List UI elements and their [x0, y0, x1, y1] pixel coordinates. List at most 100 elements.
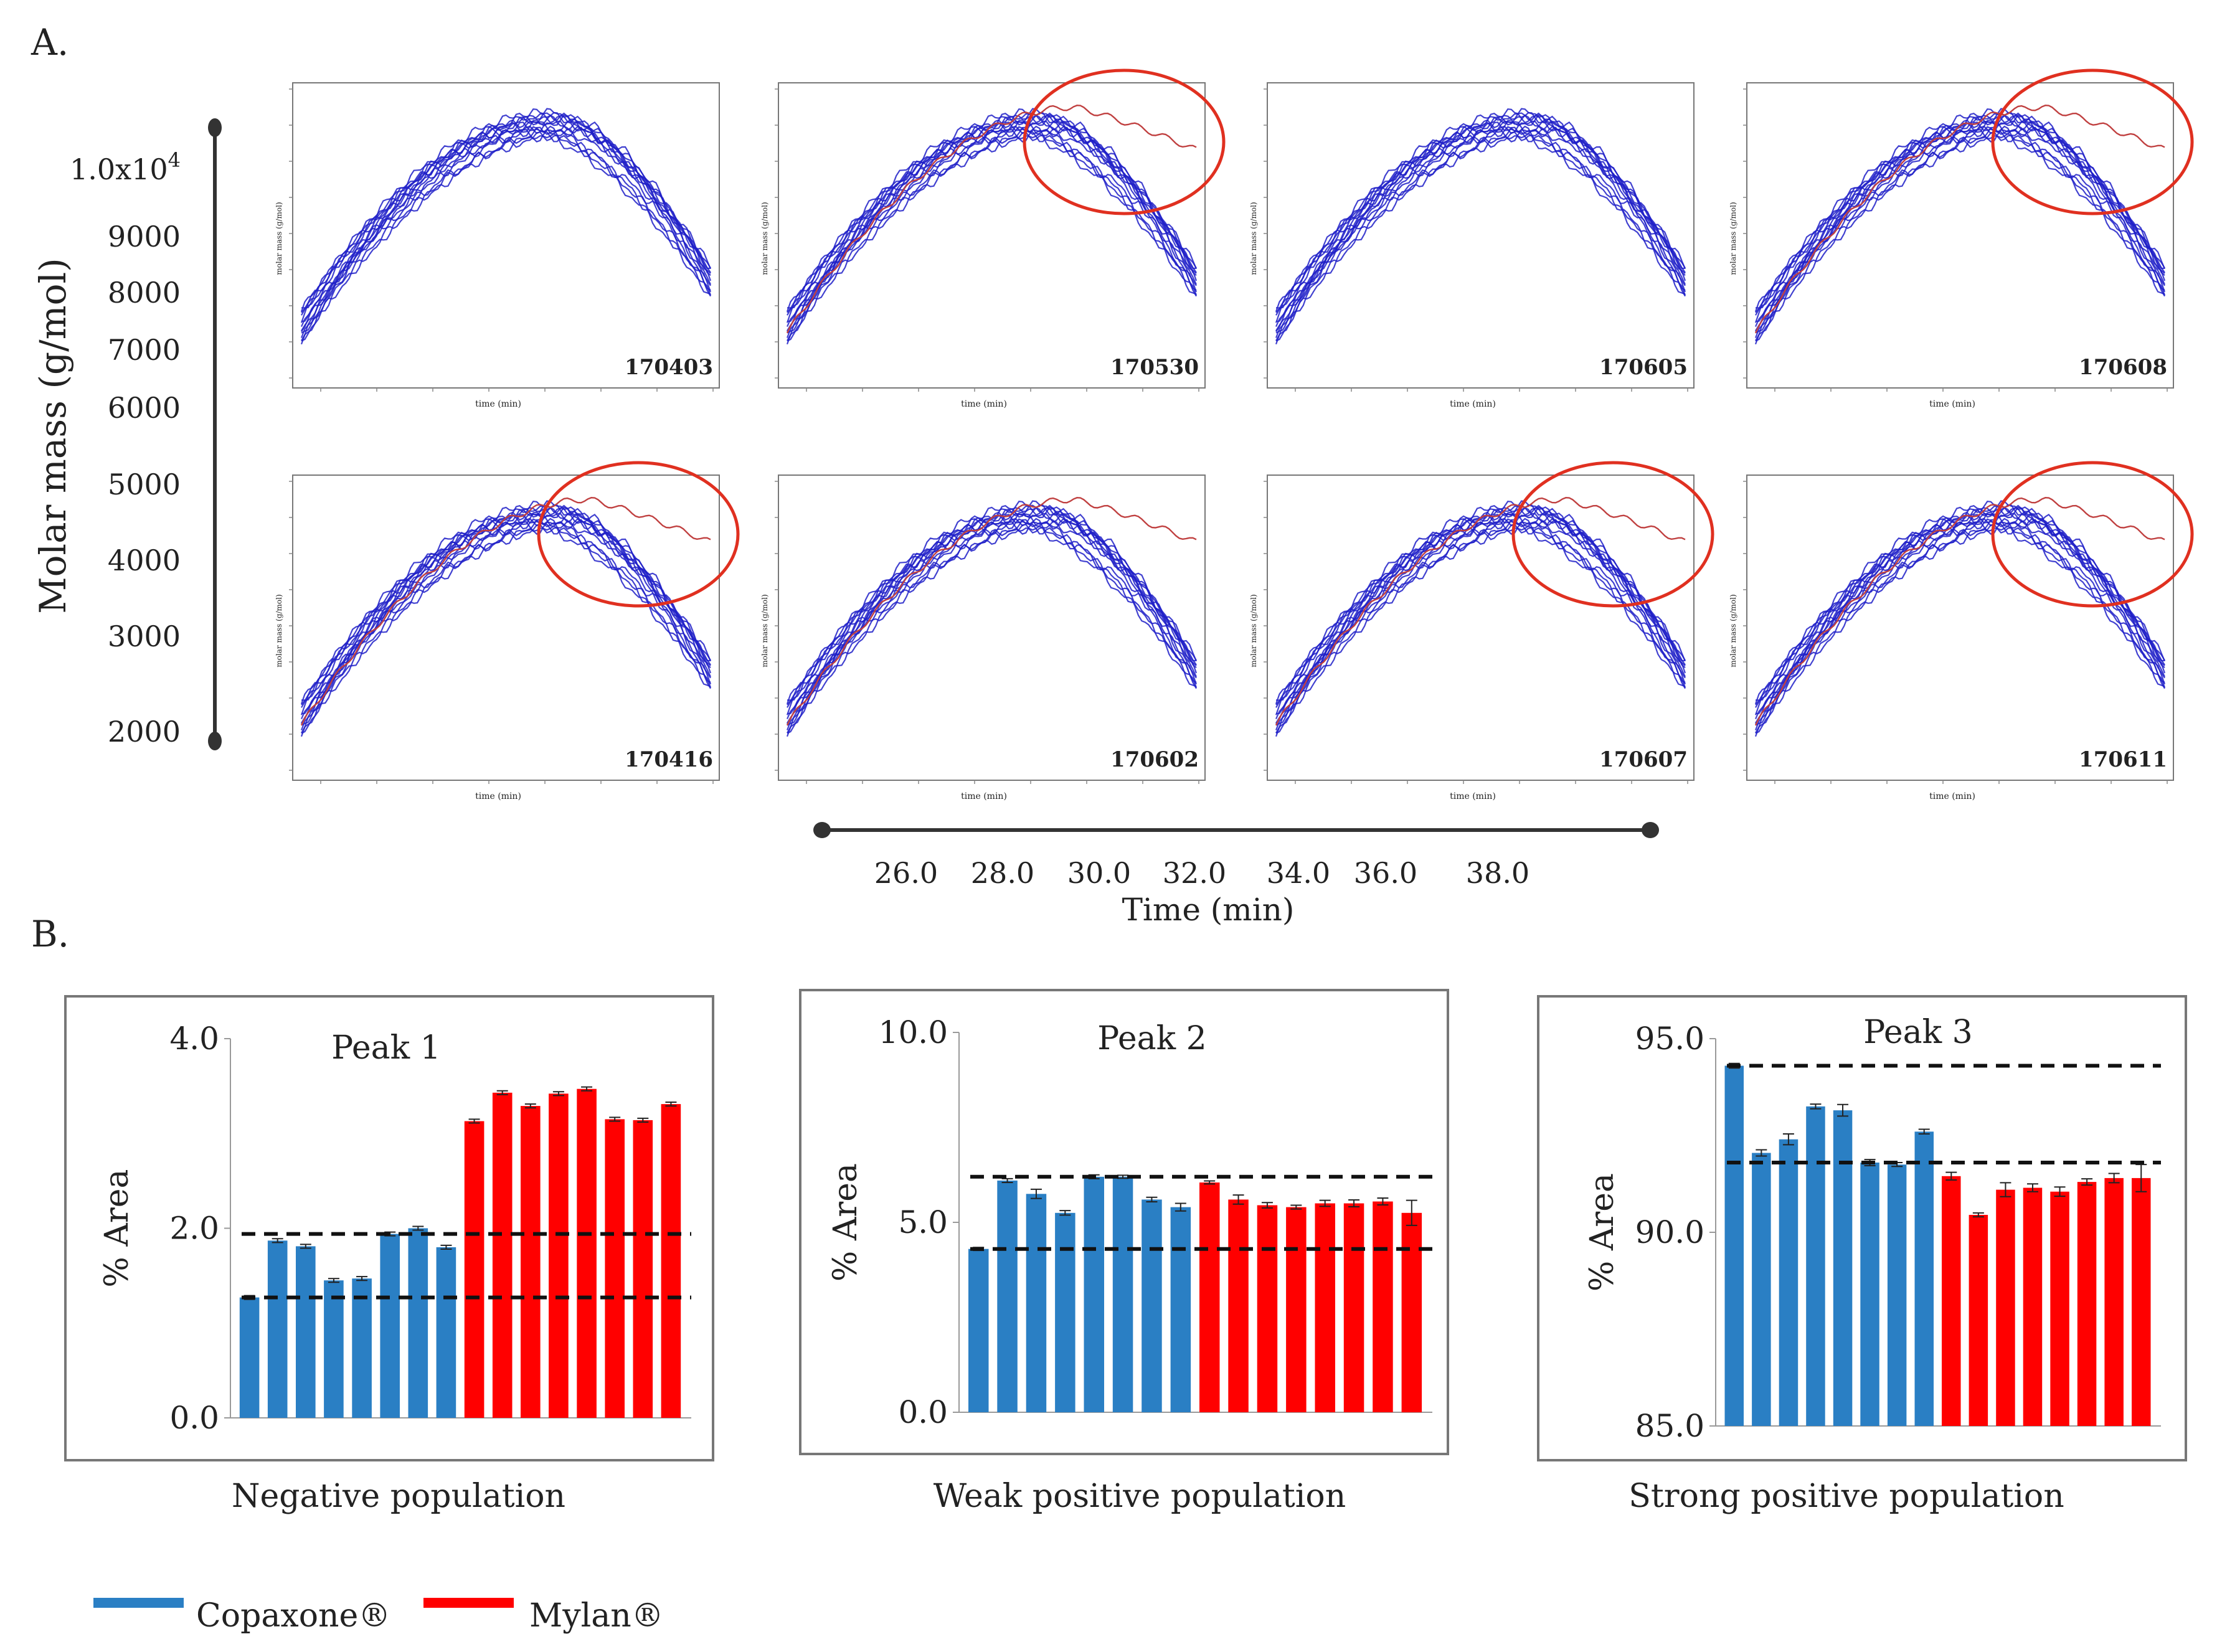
mini-plot-y-label: molar mass (g/mol) — [275, 202, 283, 275]
y-tick-label: 90.0 — [1635, 1214, 1704, 1250]
mini-plot-frame — [292, 474, 720, 781]
mini-plot-y-label: molar mass (g/mol) — [1729, 594, 1737, 667]
mini-plot: time (min) molar mass (g/mol) 170530 — [760, 68, 1226, 409]
bar-copaxone — [968, 1248, 989, 1412]
molar-mass-trace — [301, 108, 711, 316]
bar-mylan — [2050, 1191, 2069, 1426]
bar-copaxone — [1806, 1106, 1825, 1426]
molar-mass-trace — [1275, 517, 1686, 730]
molar-mass-trace — [1275, 120, 1686, 328]
highlight-circle — [537, 461, 740, 608]
bar-mylan — [492, 1092, 513, 1418]
legend: Copaxone® Mylan® — [93, 1597, 664, 1635]
bar-copaxone — [997, 1180, 1018, 1412]
time-axis-left-cap — [813, 822, 831, 838]
bar-copaxone — [1170, 1207, 1191, 1412]
bar-mylan — [633, 1120, 653, 1418]
mini-plot-y-label: molar mass (g/mol) — [1729, 202, 1737, 275]
legend-label-copaxone: Copaxone® — [196, 1597, 390, 1635]
y-tick-label: 10.0 — [879, 1014, 948, 1050]
mini-plot-x-label: time (min) — [961, 791, 1007, 801]
molar-mass-tick-top: 1.0x104 — [70, 148, 181, 186]
molar-mass-trace — [786, 517, 1197, 730]
molar-mass-trace — [787, 518, 1197, 734]
molar-mass-trace-red — [786, 104, 1197, 334]
molar-mass-trace-red — [1754, 496, 2165, 726]
bar-copaxone — [1779, 1139, 1799, 1426]
molar-mass-trace — [787, 108, 1197, 316]
molar-mass-axis-top-cap — [208, 118, 222, 137]
bar-mylan — [1199, 1182, 1220, 1412]
time-axis-tick-label: 32.0 — [1163, 856, 1226, 890]
molar-mass-trace — [301, 126, 711, 341]
time-axis-tick-label: 30.0 — [1067, 856, 1131, 890]
chart-title: Peak 2 — [1097, 1020, 1207, 1057]
bar-copaxone — [1914, 1131, 1934, 1426]
bar-copaxone — [436, 1247, 456, 1418]
mini-plot: time (min) molar mass (g/mol) 170602 — [760, 474, 1206, 801]
y-axis-label: % Area — [98, 1169, 136, 1287]
mini-plot: time (min) molar mass (g/mol) 170605 — [1249, 82, 1695, 409]
mini-plot-y-label: molar mass (g/mol) — [1249, 594, 1258, 667]
mini-plot: time (min) molar mass (g/mol) 170607 — [1249, 461, 1714, 801]
mini-plot-x-label: time (min) — [1929, 399, 1975, 409]
molar-mass-trace — [1755, 518, 2165, 734]
bar-mylan — [1996, 1189, 2015, 1426]
highlight-circle — [1023, 68, 1226, 215]
mini-plot: time (min) molar mass (g/mol) 170608 — [1729, 68, 2194, 409]
bar-mylan — [2104, 1178, 2124, 1426]
mini-plot-frame — [778, 82, 1206, 389]
mini-plot-frame — [292, 82, 720, 389]
y-tick-label: 2.0 — [169, 1211, 219, 1247]
molar-mass-tick-top-exp: 4 — [168, 148, 181, 172]
bar-mylan — [549, 1093, 569, 1418]
bar-mylan — [1942, 1176, 1961, 1426]
bar-mylan — [1373, 1201, 1393, 1412]
y-tick-label: 0.0 — [169, 1400, 219, 1436]
y-tick-label: 5.0 — [898, 1204, 948, 1240]
bar-copaxone — [1860, 1163, 1879, 1426]
molar-mass-tick-label: 4000 — [108, 544, 181, 577]
molar-mass-axis-bottom-cap — [208, 732, 222, 750]
bar-copaxone — [1055, 1212, 1075, 1413]
bar-mylan — [1343, 1203, 1364, 1412]
mini-plot-x-label: time (min) — [1929, 791, 1975, 801]
y-tick-label: 95.0 — [1635, 1021, 1704, 1057]
molar-mass-trace-red — [1754, 104, 2165, 334]
molar-mass-tick-top-base: 1.0x10 — [70, 153, 168, 186]
molar-mass-trace — [1754, 120, 2165, 328]
molar-mass-trace — [1275, 513, 1686, 734]
bar-copaxone — [267, 1240, 288, 1418]
mini-plot-x-label: time (min) — [961, 399, 1007, 409]
bar-copaxone — [352, 1278, 372, 1418]
bar-copaxone — [1724, 1065, 1744, 1426]
panel-a-label: A. — [31, 21, 69, 64]
molar-mass-trace — [1275, 121, 1686, 342]
mini-plot: time (min) molar mass (g/mol) 170403 — [275, 82, 720, 409]
molar-mass-trace — [787, 121, 1197, 342]
time-axis-tick-label: 28.0 — [971, 856, 1034, 890]
molar-mass-tick-label: 5000 — [108, 468, 181, 501]
bar-copaxone — [1026, 1194, 1047, 1413]
mini-plot-y-label: molar mass (g/mol) — [1249, 202, 1258, 275]
molar-mass-trace — [1275, 518, 1686, 734]
molar-mass-trace — [1755, 121, 2165, 342]
molar-mass-trace — [787, 513, 1197, 734]
lot-id-label: 170530 — [1110, 355, 1199, 380]
molar-mass-trace — [1275, 125, 1686, 338]
bar-mylan — [2023, 1187, 2043, 1426]
y-tick-label: 4.0 — [169, 1021, 219, 1057]
molar-mass-tick-label: 9000 — [108, 220, 181, 253]
molar-mass-axis: Molar mass (g/mol) 1.0x104 9000 8000 7000 6… — [32, 118, 222, 750]
bar-mylan — [605, 1119, 625, 1418]
molar-mass-ticks: 9000 8000 7000 6000 5000 4000 3000 2000 — [108, 220, 181, 748]
time-axis-tick-label: 26.0 — [874, 856, 938, 890]
highlight-circle — [1991, 68, 2194, 215]
bar-copaxone — [380, 1234, 400, 1418]
mini-plot-y-label: molar mass (g/mol) — [760, 594, 769, 667]
bar-mylan — [1969, 1215, 1988, 1426]
chart-title: Peak 1 — [331, 1029, 441, 1067]
molar-mass-trace — [786, 512, 1197, 720]
lot-id-label: 170602 — [1110, 747, 1199, 772]
